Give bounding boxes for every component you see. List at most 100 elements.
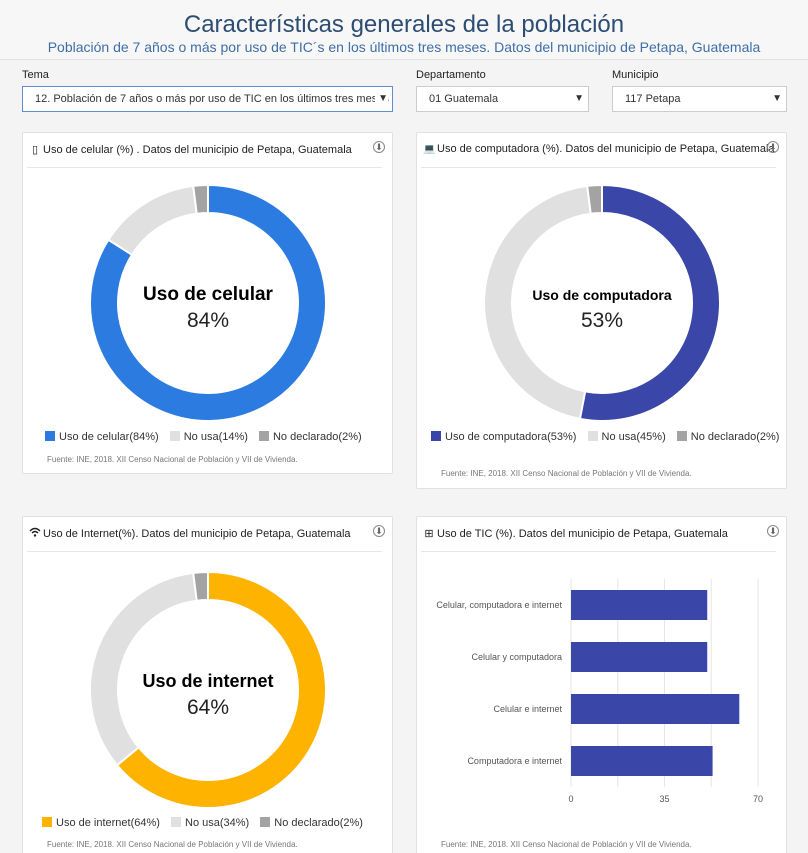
- laptop-icon: 💻: [423, 144, 436, 155]
- legend-swatch: [587, 431, 598, 441]
- network-icon: ⊞: [424, 528, 434, 540]
- departamento-select-value: 01 Guatemala: [429, 93, 499, 105]
- donut-slice-no-usa[interactable]: [89, 571, 198, 767]
- divider: [27, 551, 382, 552]
- download-icon[interactable]: ⬇: [767, 141, 779, 153]
- category-label: Celular y computadora: [471, 652, 562, 662]
- donut-center-label: Uso de computadora: [532, 287, 671, 303]
- legend-swatch: [171, 817, 182, 827]
- donut-center-value: 53%: [581, 309, 623, 332]
- card-celular-title: Uso de celular (%) . Datos del municipio…: [43, 144, 352, 156]
- donut-slice-no-declarado[interactable]: [192, 570, 209, 602]
- filters-bar: Tema 12. Población de 7 años o más por u…: [0, 60, 808, 122]
- legend-computadora: Uso de computadora(53%) No usa(45%) No d…: [431, 431, 787, 443]
- donut-center-value: 84%: [187, 309, 229, 332]
- departamento-select[interactable]: 01 Guatemala ▼: [416, 86, 589, 112]
- card-tic-header: ⊞ Uso de TIC (%). Datos del municipio de …: [423, 527, 728, 540]
- donut-center-value: 64%: [187, 696, 229, 719]
- chevron-down-icon: ▼: [375, 87, 388, 111]
- divider: [421, 551, 776, 552]
- chevron-down-icon: ▼: [769, 87, 782, 111]
- category-label: Celular, computadora e internet: [436, 600, 562, 610]
- donut-slice-uso-de-computadora[interactable]: [578, 183, 721, 422]
- phone-icon: ▯: [31, 144, 39, 156]
- card-celular: ▯ Uso de celular (%) . Datos del municipi…: [22, 132, 393, 474]
- page-header: Características generales de la població…: [0, 0, 808, 60]
- tema-label: Tema: [22, 69, 49, 81]
- legend-label: No usa(14%): [183, 431, 248, 443]
- donut-slice-no-usa[interactable]: [106, 184, 198, 257]
- legend-item[interactable]: Uso de internet(64%): [42, 817, 160, 829]
- legend-swatch: [45, 431, 55, 441]
- legend-label: No usa(45%): [601, 431, 666, 443]
- bar[interactable]: [571, 694, 740, 724]
- tema-select-value: 12. Población de 7 años o más por uso de…: [35, 93, 389, 105]
- legend-item[interactable]: No usa(45%): [587, 431, 666, 443]
- x-tick-label: 70: [753, 794, 763, 804]
- bar[interactable]: [571, 746, 713, 776]
- download-icon[interactable]: ⬇: [373, 141, 385, 153]
- legend-item[interactable]: Uso de computadora(53%): [431, 431, 576, 443]
- donut-slice-no-declarado[interactable]: [586, 183, 603, 215]
- card-internet-header: Uso de Internet(%). Datos del municipio …: [29, 527, 351, 540]
- wifi-icon: [29, 527, 41, 540]
- donut-slice-uso-de-internet[interactable]: [115, 570, 327, 809]
- download-icon[interactable]: ⬇: [373, 525, 385, 537]
- departamento-label: Departamento: [416, 69, 486, 81]
- x-tick-label: 0: [568, 794, 573, 804]
- donut-chart-internet: Uso de internet 64%: [89, 570, 327, 809]
- legend-item[interactable]: No declarado(2%): [260, 817, 363, 829]
- legend-label: No usa(34%): [185, 817, 250, 829]
- category-label: Celular e internet: [493, 704, 562, 714]
- card-internet-title: Uso de Internet(%). Datos del municipio …: [43, 528, 351, 540]
- card-computadora-header: 💻 Uso de computadora (%). Datos del munic…: [423, 143, 775, 155]
- legend-item[interactable]: No usa(14%): [169, 431, 248, 443]
- x-tick-label: 35: [659, 794, 669, 804]
- legend-label: Uso de computadora(53%): [445, 431, 577, 443]
- card-celular-header: ▯ Uso de celular (%) . Datos del municipi…: [29, 143, 352, 156]
- municipio-select[interactable]: 117 Petapa ▼: [612, 86, 787, 112]
- legend-swatch: [42, 817, 52, 827]
- card-computadora-title: Uso de computadora (%). Datos del munici…: [437, 143, 775, 155]
- municipio-label: Municipio: [612, 69, 659, 81]
- source-note: Fuente: INE, 2018. XII Censo Nacional de…: [441, 840, 692, 849]
- legend-label: Uso de celular(84%): [59, 431, 159, 443]
- bar[interactable]: [571, 642, 708, 672]
- divider: [27, 167, 382, 168]
- source-note: Fuente: INE, 2018. XII Censo Nacional de…: [441, 469, 692, 478]
- download-icon[interactable]: ⬇: [767, 525, 779, 537]
- page-subtitle: Población de 7 años o más por uso de TIC…: [47, 39, 761, 55]
- chevron-down-icon: ▼: [571, 87, 584, 111]
- legend-label: No declarado(2%): [272, 431, 362, 443]
- donut-chart-computadora: Uso de computadora 53%: [483, 183, 721, 422]
- legend-item[interactable]: Uso de celular(84%): [45, 431, 159, 443]
- legend-item[interactable]: No usa(34%): [171, 817, 249, 829]
- legend-label: No declarado(2%): [274, 817, 363, 829]
- legend-internet: Uso de internet(64%) No usa(34%) No decl…: [42, 817, 371, 829]
- donut-slice-uso-de-celular[interactable]: [89, 183, 327, 422]
- donut-slice-no-declarado[interactable]: [192, 183, 209, 215]
- bar-chart-tic: Celular, computadora e internet Celular y…: [436, 579, 763, 804]
- tema-select[interactable]: 12. Población de 7 años o más por uso de…: [22, 86, 393, 112]
- card-computadora: 💻 Uso de computadora (%). Datos del munic…: [416, 132, 787, 489]
- legend-item[interactable]: No declarado(2%): [258, 431, 362, 443]
- municipio-select-value: 117 Petapa: [625, 93, 681, 105]
- legend-celular: Uso de celular(84%) No usa(14%) No decla…: [45, 431, 370, 443]
- donut-chart-celular: Uso de celular 84%: [89, 183, 327, 422]
- legend-swatch: [258, 431, 269, 441]
- source-note: Fuente: INE, 2018. XII Censo Nacional de…: [47, 840, 298, 849]
- card-internet: Uso de Internet(%). Datos del municipio …: [22, 516, 393, 853]
- source-note: Fuente: INE, 2018. XII Censo Nacional de…: [47, 455, 298, 464]
- legend-label: No declarado(2%): [690, 431, 780, 443]
- page-title: Características generales de la població…: [183, 11, 625, 38]
- card-tic-title: Uso de TIC (%). Datos del municipio de P…: [437, 528, 728, 540]
- category-label: Computadora e internet: [467, 756, 562, 766]
- legend-label: Uso de internet(64%): [56, 817, 160, 829]
- donut-center-label: Uso de internet: [142, 671, 273, 691]
- legend-swatch: [431, 431, 441, 441]
- donut-center-label: Uso de celular: [143, 284, 273, 305]
- legend-swatch: [676, 431, 687, 441]
- bar[interactable]: [571, 590, 708, 620]
- card-tic: ⊞ Uso de TIC (%). Datos del municipio de …: [416, 516, 787, 853]
- legend-item[interactable]: No declarado(2%): [676, 431, 780, 443]
